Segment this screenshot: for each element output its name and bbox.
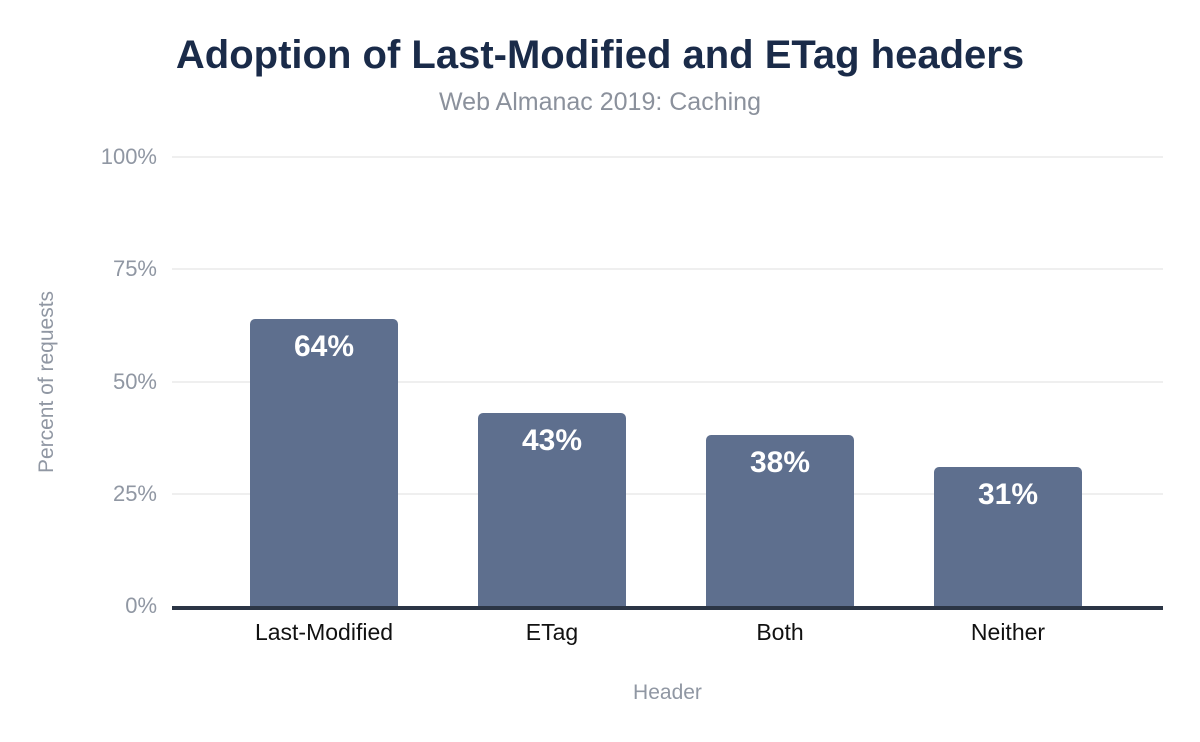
gridline-75 (172, 268, 1163, 271)
bar-value-label-last-modified: 64% (293, 329, 355, 363)
bar-value-label-neither: 31% (977, 477, 1039, 511)
bar-both: 38% (706, 435, 854, 606)
chart-title: Adoption of Last-Modified and ETag heade… (175, 33, 1025, 77)
x-axis-category-labels: Last-Modified ETag Both Neither (172, 619, 1163, 649)
y-tick-label-0: 0% (125, 593, 157, 618)
y-tick-label-25: 25% (112, 480, 157, 506)
y-tick-label-75: 75% (112, 256, 157, 282)
y-tick-label-100: 100% (100, 144, 157, 169)
bar-last-modified: 64% (250, 318, 398, 606)
x-category-label-etag: ETag (525, 619, 579, 645)
x-category-label-neither: Neither (970, 619, 1046, 645)
bar-value-label-etag: 43% (521, 423, 583, 457)
x-axis-line (172, 606, 1163, 610)
bar-etag: 43% (478, 412, 626, 606)
y-axis-tick-labels: 0% 25% 50% 75% 100% (0, 144, 157, 618)
chart-subtitle: Web Almanac 2019: Caching (439, 88, 761, 116)
plot-area: 64% 43% 38% 31% (172, 156, 1163, 610)
x-category-label-last-modified: Last-Modified (254, 619, 394, 645)
bar-value-label-both: 38% (749, 446, 811, 480)
bar-neither: 31% (934, 466, 1082, 606)
gridline-100 (172, 156, 1163, 158)
x-category-label-both: Both (756, 619, 804, 645)
gridline-50 (172, 380, 1163, 383)
x-axis-title: Header (633, 681, 702, 704)
y-tick-label-50: 50% (112, 368, 157, 394)
gridline-25 (172, 492, 1163, 495)
